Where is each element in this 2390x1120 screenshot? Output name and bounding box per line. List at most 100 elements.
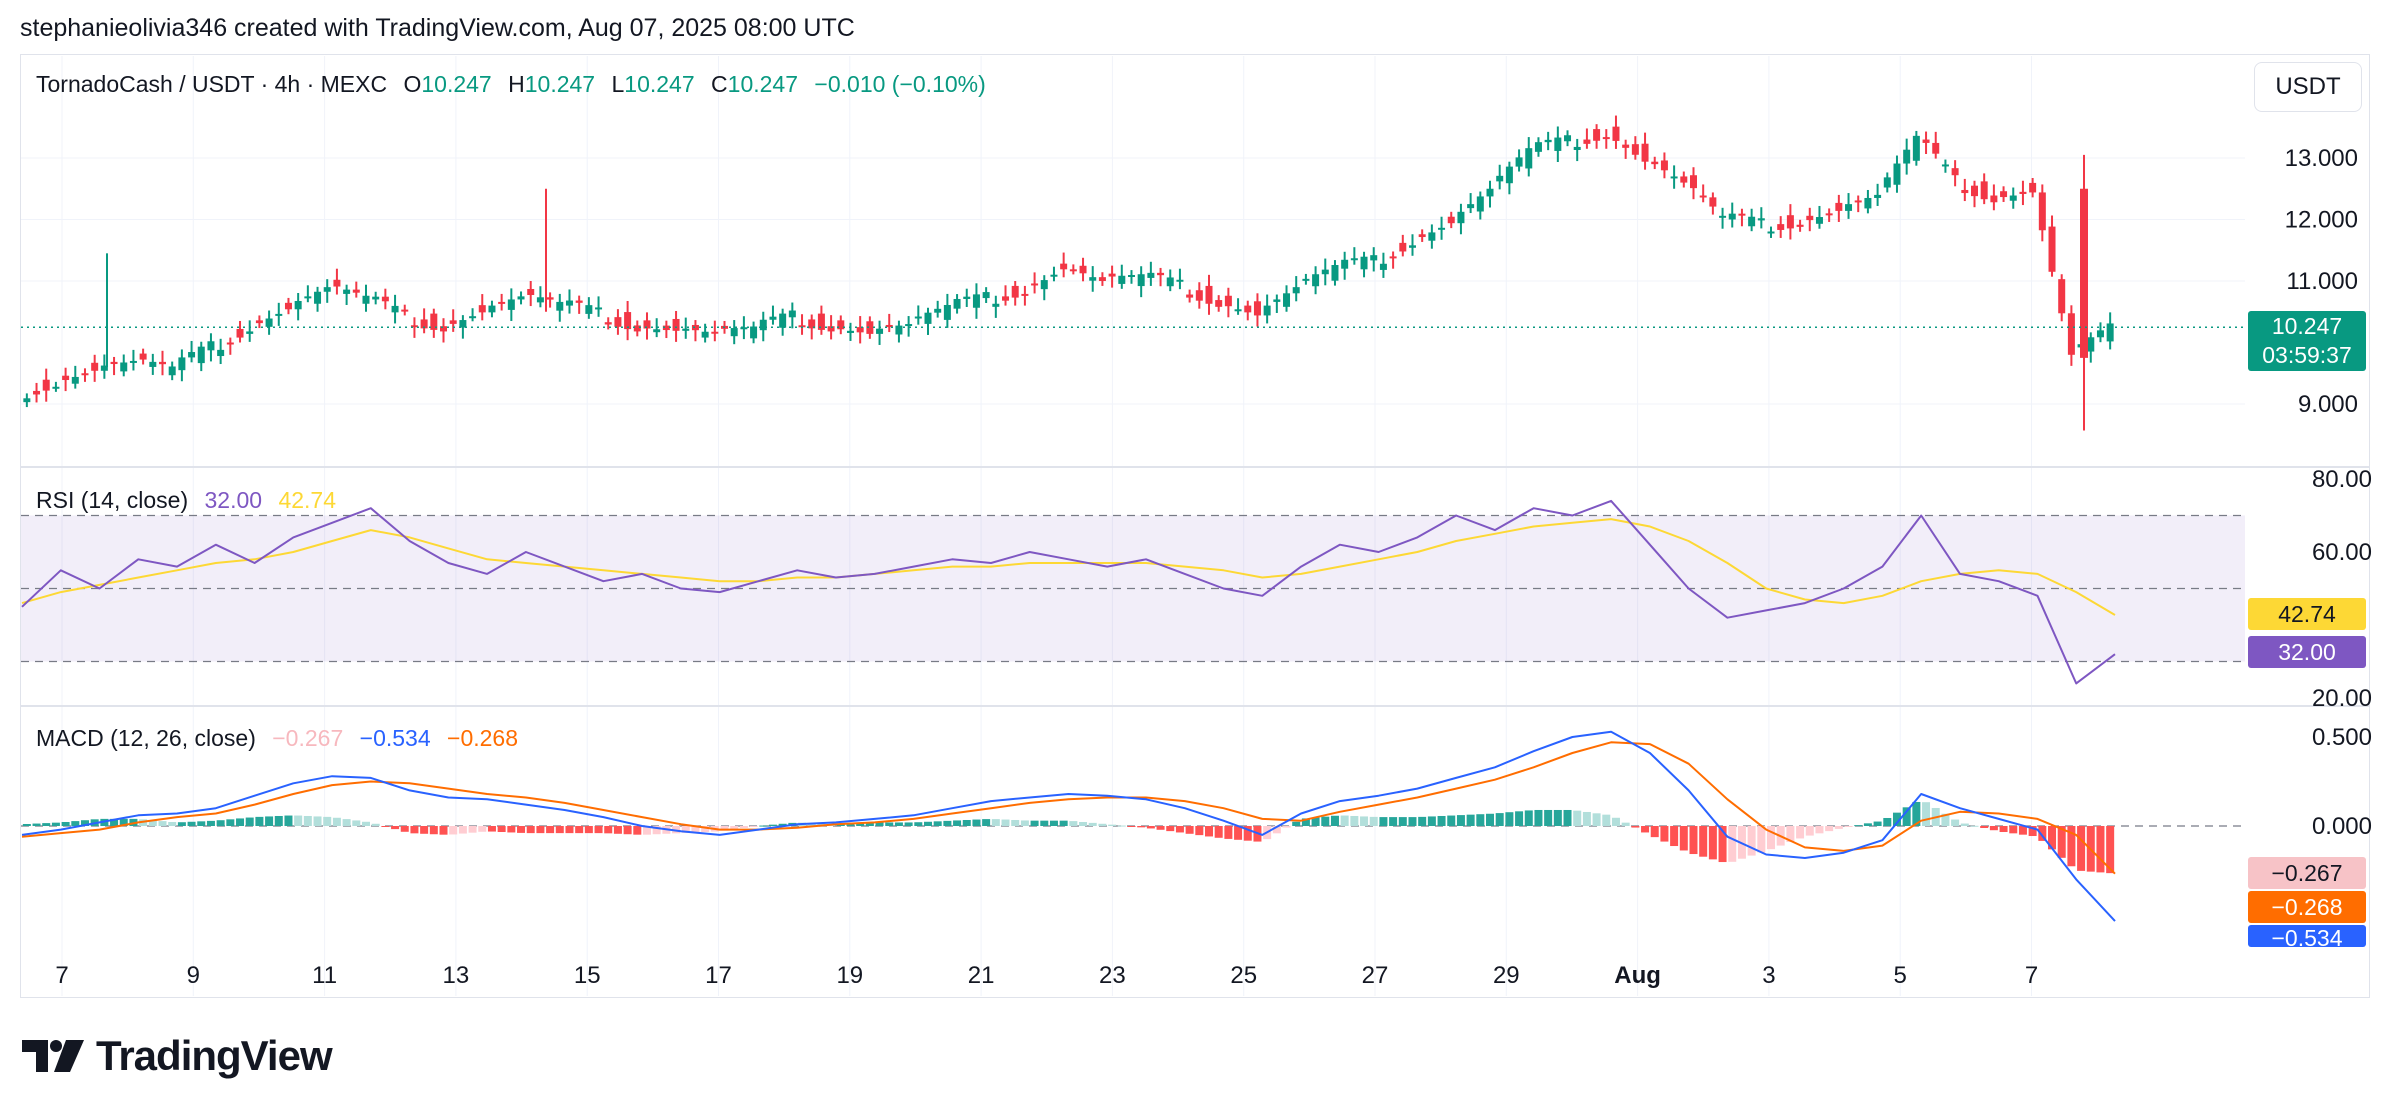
candle-body [1157,272,1165,276]
open-label: O [403,71,422,97]
macd-histogram-bar [1767,826,1776,850]
candle-body [178,357,186,371]
candle-body [1292,287,1300,294]
candle-body [1525,148,1533,169]
macd-histogram-bar [2018,826,2027,835]
candle-body [139,353,147,360]
candle-body [808,319,816,329]
candle-body [188,352,196,358]
macd-histogram-bar [1243,826,1252,841]
candle-body [633,325,641,332]
macd-histogram-bar [1728,826,1737,862]
macd-histogram-bar [565,826,574,834]
macd-histogram-bar [187,821,196,826]
chart-frame[interactable] [20,54,2370,998]
candle-body [866,321,874,334]
candle-body [1883,177,1891,188]
candle-body [1399,242,1407,252]
macd-histogram-bar [584,826,593,834]
rsi-title[interactable]: RSI (14, close) [36,487,189,513]
macd-tick-label: 0.500 [2312,724,2372,751]
macd-histogram-bar [2028,826,2037,837]
candle-body [255,320,263,324]
candle-body [740,327,748,330]
candle-body [1680,176,1688,183]
candle-body [1786,215,1794,229]
macd-histogram-bar [507,826,516,833]
macd-histogram-bar [1040,820,1049,826]
candle-body [294,300,302,310]
candle-body [1854,200,1862,203]
candle-body [100,365,108,371]
candle-body [197,346,205,364]
macd-histogram-bar [284,815,293,826]
macd-histogram-bar [865,822,874,826]
rsi-tick-label: 20.00 [2312,685,2372,712]
macd-title[interactable]: MACD (12, 26, close) [36,725,256,751]
macd-histogram-bar [1689,826,1698,855]
change-value: −0.010 (−0.10%) [814,71,986,97]
candle-body [1961,189,1969,194]
rsi-tick-label: 60.00 [2312,539,2372,566]
macd-hist-badge: −0.267 [2248,857,2366,889]
rsi-ma-line [21,518,2116,616]
candle-body [420,319,428,329]
macd-histogram-bar [80,820,89,826]
macd-histogram-bar [177,822,186,826]
candle-body [1554,137,1562,151]
macd-histogram-bar [1941,813,1950,826]
macd-histogram-bar [1360,816,1369,826]
x-tick-label: 5 [1894,962,1907,989]
macd-histogram-bar [575,826,584,834]
candle-body [469,316,477,319]
macd-histogram-bar [1427,816,1436,826]
macd-histogram-bar [400,826,409,832]
tradingview-brand[interactable]: TradingView [22,1032,333,1080]
macd-histogram-bar [1534,809,1543,826]
candle-body [1021,293,1029,296]
currency-selector[interactable]: USDT [2254,62,2362,112]
candle-body [372,296,380,300]
candle-body [91,362,99,371]
candle-body [1408,245,1416,248]
macd-histogram-bar [1718,826,1727,863]
macd-histogram-bar [1922,802,1931,826]
macd-histogram-bar [613,826,622,834]
candle-body [207,341,215,351]
candle-body [1874,194,1882,198]
macd-histogram-bar [1292,821,1301,826]
candle-body [972,294,980,308]
high-label: H [508,71,525,97]
candle-body [1186,294,1194,298]
candle-body [1224,295,1232,307]
macd-histogram-bar [1418,816,1427,826]
chart-canvas[interactable]: 7 9 11 13 15 17 19 21 23 25 27 29 Aug 3 5 7 13.000 12.000… [0,0,2390,1000]
macd-line [21,730,2116,922]
candle-body [52,386,60,389]
candle-body [1069,269,1077,272]
macd-histogram-bar [313,816,322,826]
candle-body [585,305,593,314]
macd-histogram-bar [323,816,332,826]
macd-histogram-bar [332,817,341,826]
macd-histogram-bar [458,826,467,834]
macd-histogram-bar [1301,818,1310,826]
candle-body [352,289,360,293]
macd-histogram-bar [1747,826,1756,856]
macd-histogram-bar [1214,826,1223,838]
macd-histogram-bar [1001,819,1010,826]
macd-histogram-bar [1970,825,1979,827]
candle-body [2096,330,2104,338]
macd-histogram-bar [1185,826,1194,834]
candle-body [391,305,399,313]
symbol-label[interactable]: TornadoCash / USDT · 4h · MEXC [36,71,388,97]
candle-body [1845,204,1853,211]
candle-body [1932,142,1940,154]
candle-body [643,320,651,329]
macd-histogram-bar [410,826,419,834]
macd-histogram-bar [1079,821,1088,826]
rsi-badge: 32.00 [2248,636,2366,668]
macd-histogram-bar [1515,811,1524,826]
candle-body [488,305,496,313]
macd-histogram-bar [1127,826,1136,827]
